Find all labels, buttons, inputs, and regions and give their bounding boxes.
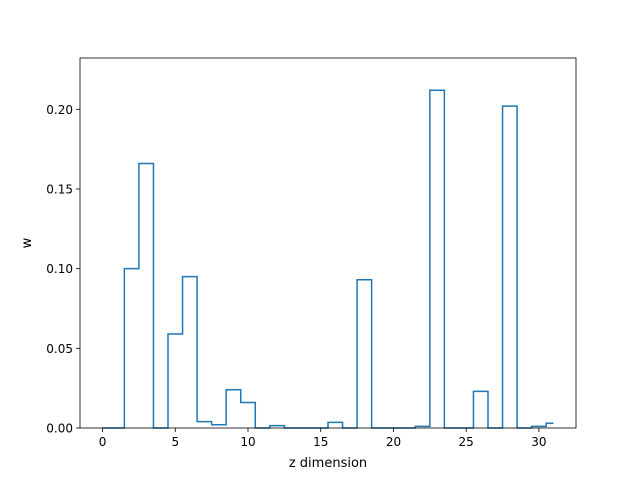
y-tick-label: 0.10 [46, 262, 73, 276]
y-axis: 0.00 0.05 0.10 0.15 0.20 [46, 103, 80, 436]
y-tick-label: 0.00 [46, 422, 73, 436]
x-axis-label: z dimension [289, 456, 367, 471]
x-tick-label: 15 [313, 435, 328, 449]
x-axis: 0 5 10 15 20 25 30 [99, 428, 547, 449]
x-tick-label: 0 [99, 435, 107, 449]
plot-frame [79, 57, 577, 429]
x-tick-label: 30 [531, 435, 546, 449]
x-tick-label: 25 [459, 435, 474, 449]
series-layer [102, 89, 554, 429]
y-tick-label: 0.15 [46, 182, 73, 196]
x-tick-label: 20 [386, 435, 401, 449]
x-tick-label: 5 [171, 435, 179, 449]
plot-area [80, 58, 576, 428]
x-tick-label: 10 [240, 435, 255, 449]
y-tick-label: 0.05 [46, 342, 73, 356]
series-line-0 [102, 89, 554, 429]
y-tick-label: 0.20 [46, 103, 73, 117]
y-axis-label: w [20, 237, 35, 248]
